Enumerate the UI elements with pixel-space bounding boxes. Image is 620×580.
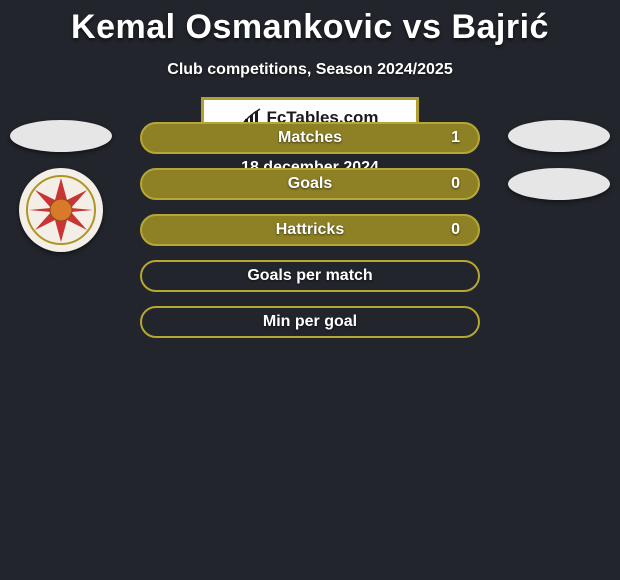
player-placeholder-oval <box>508 120 610 152</box>
stat-row: Matches 1 <box>140 122 480 154</box>
page-title: Kemal Osmankovic vs Bajrić <box>0 8 620 47</box>
club-placeholder-oval <box>508 168 610 200</box>
stat-row: Goals 0 <box>140 168 480 200</box>
stat-label: Min per goal <box>263 313 357 331</box>
player-placeholder-oval <box>10 120 112 152</box>
stat-label: Hattricks <box>276 221 344 239</box>
stat-value-right: 1 <box>451 129 460 147</box>
stat-label: Goals per match <box>247 267 372 285</box>
stat-label: Goals <box>288 175 332 193</box>
club-crest-icon <box>19 168 103 252</box>
right-side <box>508 120 610 200</box>
header: Kemal Osmankovic vs Bajrić Club competit… <box>0 0 620 79</box>
stat-row: Goals per match <box>140 260 480 292</box>
left-side <box>10 120 112 252</box>
club-badge-left <box>19 168 103 252</box>
page-subtitle: Club competitions, Season 2024/2025 <box>0 61 620 79</box>
stat-label: Matches <box>278 129 342 147</box>
stat-bars: Matches 1 Goals 0 Hattricks 0 Goals per match M… <box>140 122 480 338</box>
stat-value-right: 0 <box>451 175 460 193</box>
stat-row: Hattricks 0 <box>140 214 480 246</box>
stat-value-right: 0 <box>451 221 460 239</box>
stat-row: Min per goal <box>140 306 480 338</box>
